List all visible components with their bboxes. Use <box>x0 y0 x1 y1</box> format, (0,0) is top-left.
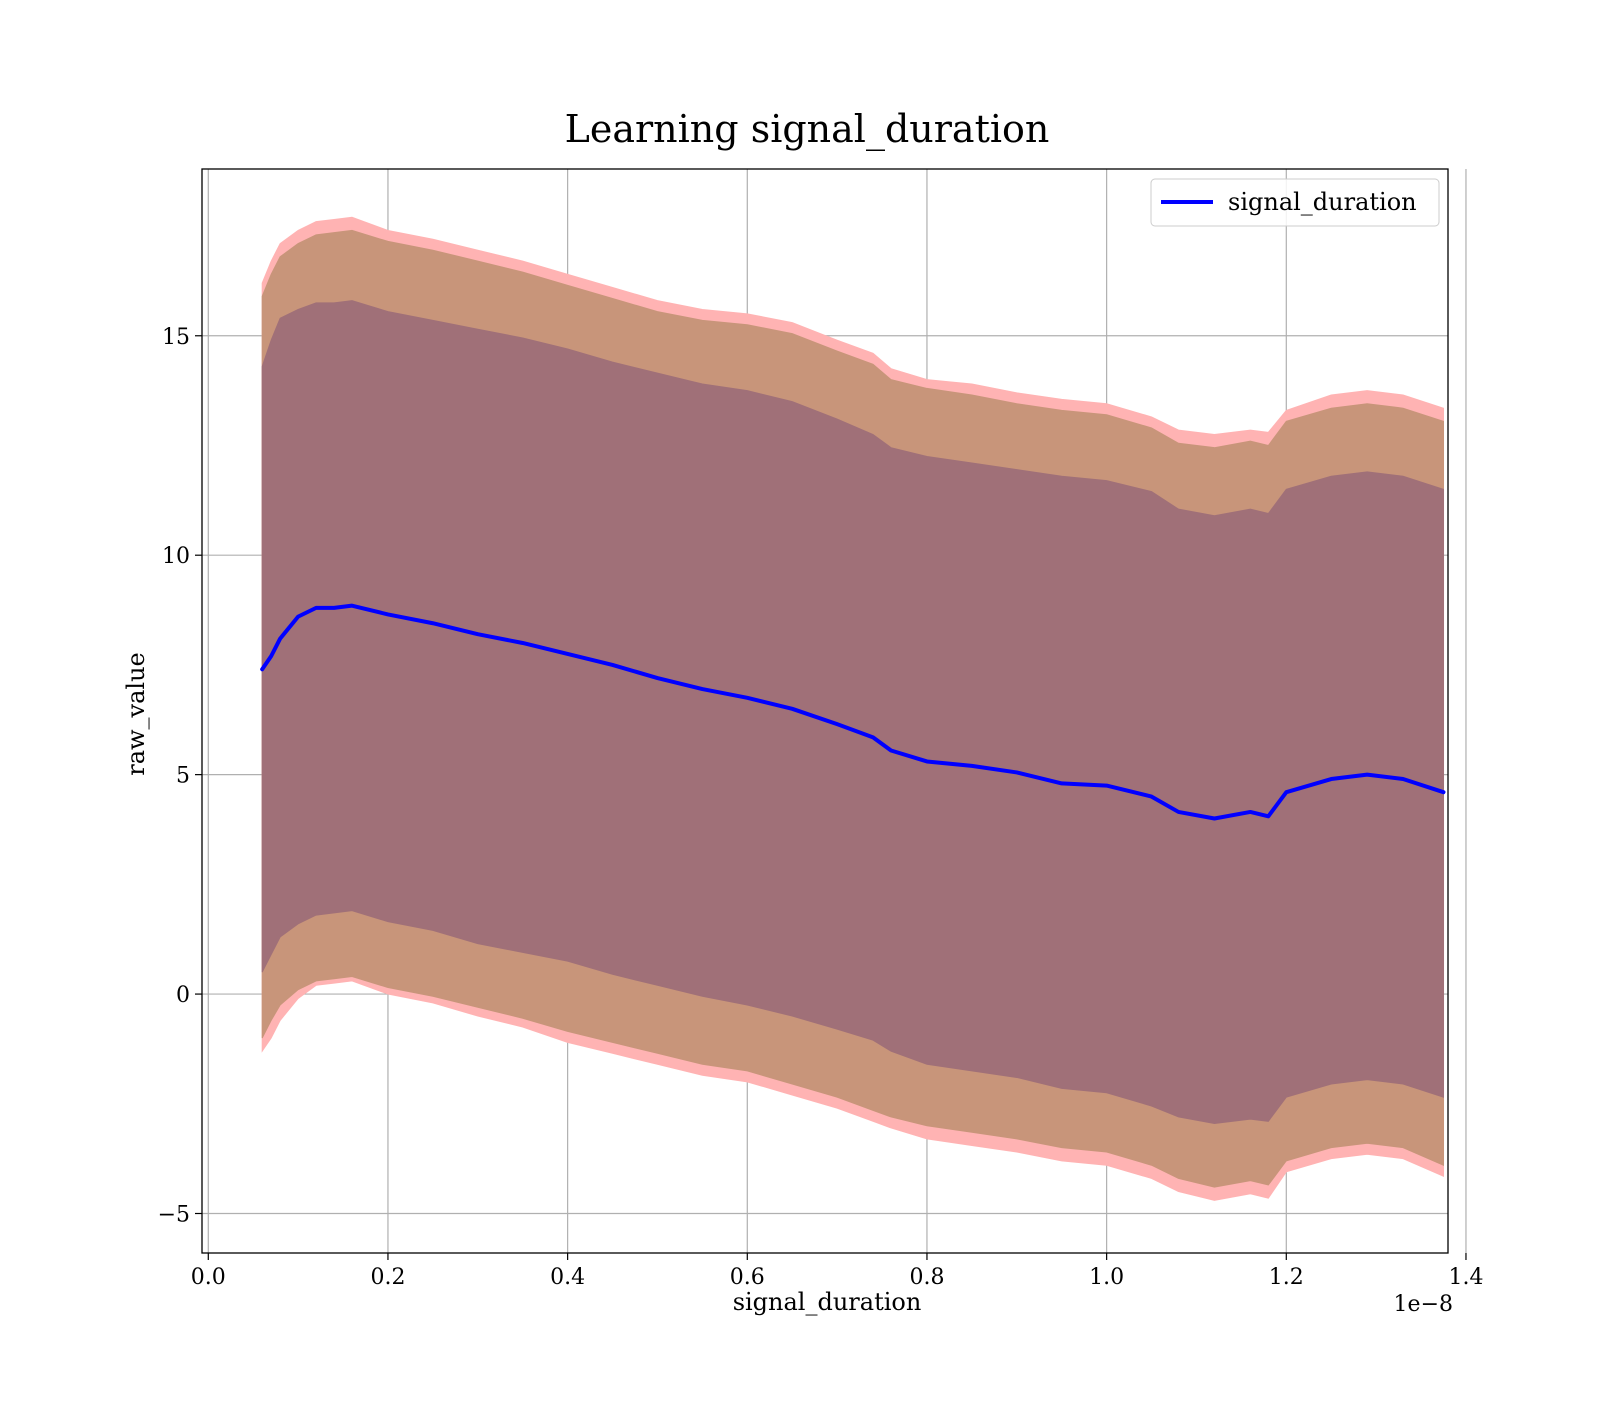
y-tick-label: 10 <box>162 544 190 569</box>
legend: signal_duration <box>1150 178 1440 227</box>
y-tick-label: 5 <box>176 764 190 789</box>
x-tick-label: 0.2 <box>370 1265 405 1290</box>
bands <box>261 216 1445 1201</box>
x-tick-label: 1.2 <box>1269 1265 1304 1290</box>
legend-box <box>1150 178 1440 227</box>
chart-title: Learning signal_duration <box>565 107 1050 152</box>
band-inner <box>261 300 1445 1125</box>
y-tick-label: −5 <box>158 1203 190 1228</box>
x-axis-label: signal_duration <box>733 1288 922 1316</box>
x-tick-label: 1.4 <box>1448 1265 1483 1290</box>
x-tick-label: 0.6 <box>730 1265 765 1290</box>
series-line <box>260 603 1446 821</box>
plot-frame <box>201 168 1449 1254</box>
x-axis-offset-label: 1e−8 <box>1394 1292 1453 1317</box>
x-tick-label: 0.4 <box>550 1265 585 1290</box>
x-tick-label: 1.0 <box>1089 1265 1124 1290</box>
x-tick-label: 0.8 <box>909 1265 944 1290</box>
legend-label: signal_duration <box>1228 188 1417 216</box>
y-tick-label: 0 <box>176 983 190 1008</box>
y-tick-label: 15 <box>162 325 190 350</box>
axis-ticks: 0.0 0.2 0.4 0.6 0.8 1.0 1.2 1.4 −5 0 5 10 15 <box>158 325 1484 1290</box>
x-tick-label: 0.0 <box>191 1265 226 1290</box>
series-lines <box>260 603 1446 821</box>
y-axis-label: raw_value <box>122 652 150 776</box>
